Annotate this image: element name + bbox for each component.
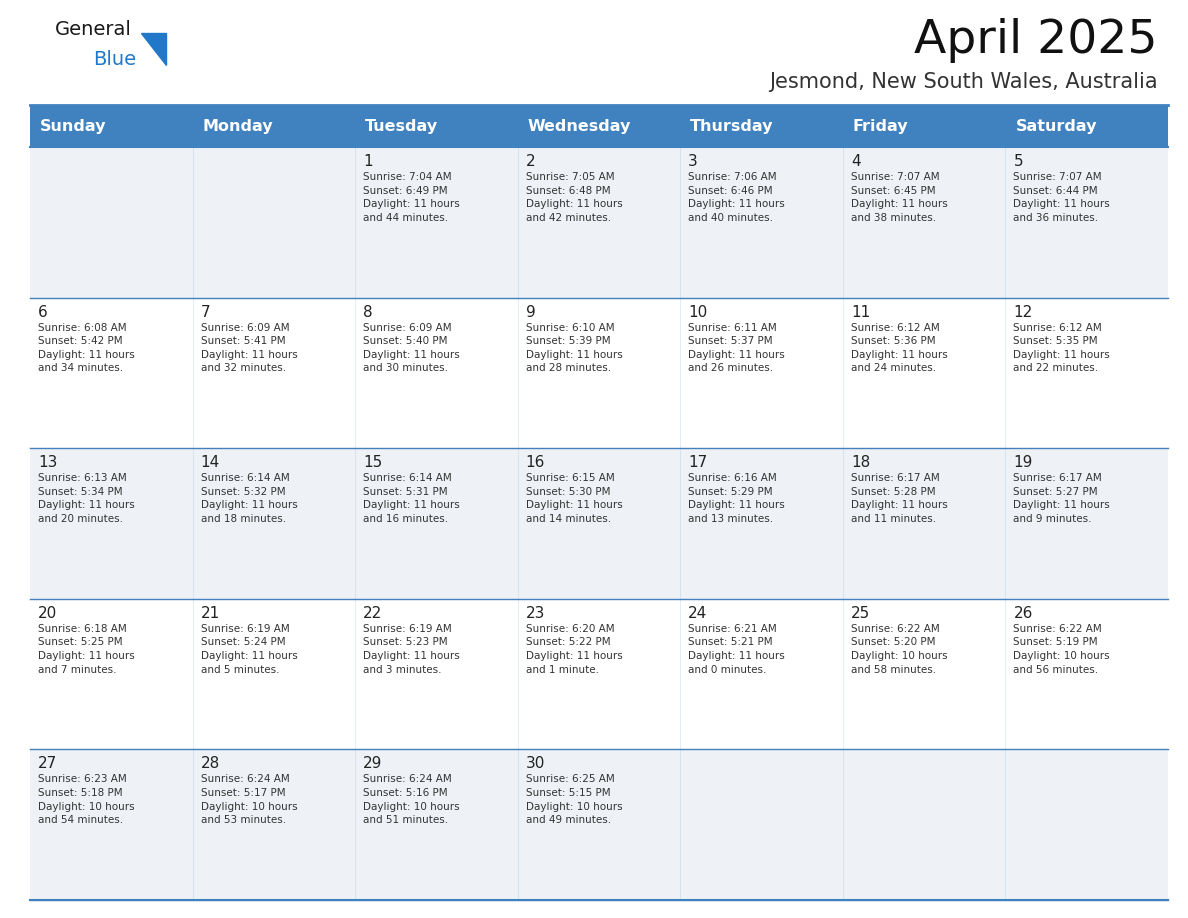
Text: 14: 14 xyxy=(201,455,220,470)
Text: 28: 28 xyxy=(201,756,220,771)
Text: Sunrise: 6:11 AM
Sunset: 5:37 PM
Daylight: 11 hours
and 26 minutes.: Sunrise: 6:11 AM Sunset: 5:37 PM Dayligh… xyxy=(688,322,785,374)
Text: Wednesday: Wednesday xyxy=(527,118,631,133)
Text: Sunrise: 6:10 AM
Sunset: 5:39 PM
Daylight: 11 hours
and 28 minutes.: Sunrise: 6:10 AM Sunset: 5:39 PM Dayligh… xyxy=(526,322,623,374)
Text: Sunrise: 7:06 AM
Sunset: 6:46 PM
Daylight: 11 hours
and 40 minutes.: Sunrise: 7:06 AM Sunset: 6:46 PM Dayligh… xyxy=(688,172,785,223)
Bar xyxy=(30,147,1168,297)
Text: Sunrise: 7:07 AM
Sunset: 6:45 PM
Daylight: 11 hours
and 38 minutes.: Sunrise: 7:07 AM Sunset: 6:45 PM Dayligh… xyxy=(851,172,948,223)
Text: Sunrise: 6:25 AM
Sunset: 5:15 PM
Daylight: 10 hours
and 49 minutes.: Sunrise: 6:25 AM Sunset: 5:15 PM Dayligh… xyxy=(526,775,623,825)
Text: 16: 16 xyxy=(526,455,545,470)
Text: 3: 3 xyxy=(688,154,699,169)
Text: 26: 26 xyxy=(1013,606,1032,621)
Text: 22: 22 xyxy=(364,606,383,621)
Polygon shape xyxy=(141,33,166,65)
Text: Sunrise: 6:21 AM
Sunset: 5:21 PM
Daylight: 11 hours
and 0 minutes.: Sunrise: 6:21 AM Sunset: 5:21 PM Dayligh… xyxy=(688,624,785,675)
Text: 10: 10 xyxy=(688,305,708,319)
Text: 18: 18 xyxy=(851,455,870,470)
Text: Sunrise: 6:17 AM
Sunset: 5:28 PM
Daylight: 11 hours
and 11 minutes.: Sunrise: 6:17 AM Sunset: 5:28 PM Dayligh… xyxy=(851,473,948,524)
Text: Sunrise: 6:14 AM
Sunset: 5:31 PM
Daylight: 11 hours
and 16 minutes.: Sunrise: 6:14 AM Sunset: 5:31 PM Dayligh… xyxy=(364,473,460,524)
Text: Sunrise: 6:09 AM
Sunset: 5:40 PM
Daylight: 11 hours
and 30 minutes.: Sunrise: 6:09 AM Sunset: 5:40 PM Dayligh… xyxy=(364,322,460,374)
Text: Sunrise: 6:20 AM
Sunset: 5:22 PM
Daylight: 11 hours
and 1 minute.: Sunrise: 6:20 AM Sunset: 5:22 PM Dayligh… xyxy=(526,624,623,675)
Text: 23: 23 xyxy=(526,606,545,621)
Text: Sunrise: 6:19 AM
Sunset: 5:24 PM
Daylight: 11 hours
and 5 minutes.: Sunrise: 6:19 AM Sunset: 5:24 PM Dayligh… xyxy=(201,624,297,675)
Bar xyxy=(30,105,1168,147)
Text: 13: 13 xyxy=(38,455,57,470)
Bar xyxy=(30,297,1168,448)
Bar xyxy=(30,448,1168,599)
Text: 12: 12 xyxy=(1013,305,1032,319)
Text: Sunrise: 6:16 AM
Sunset: 5:29 PM
Daylight: 11 hours
and 13 minutes.: Sunrise: 6:16 AM Sunset: 5:29 PM Dayligh… xyxy=(688,473,785,524)
Text: 29: 29 xyxy=(364,756,383,771)
Text: 20: 20 xyxy=(38,606,57,621)
Text: Sunrise: 6:12 AM
Sunset: 5:36 PM
Daylight: 11 hours
and 24 minutes.: Sunrise: 6:12 AM Sunset: 5:36 PM Dayligh… xyxy=(851,322,948,374)
Text: 17: 17 xyxy=(688,455,708,470)
Text: Sunrise: 6:22 AM
Sunset: 5:19 PM
Daylight: 10 hours
and 56 minutes.: Sunrise: 6:22 AM Sunset: 5:19 PM Dayligh… xyxy=(1013,624,1110,675)
Text: Jesmond, New South Wales, Australia: Jesmond, New South Wales, Australia xyxy=(770,72,1158,92)
Text: 15: 15 xyxy=(364,455,383,470)
Text: Sunrise: 6:24 AM
Sunset: 5:16 PM
Daylight: 10 hours
and 51 minutes.: Sunrise: 6:24 AM Sunset: 5:16 PM Dayligh… xyxy=(364,775,460,825)
Text: Sunrise: 6:09 AM
Sunset: 5:41 PM
Daylight: 11 hours
and 32 minutes.: Sunrise: 6:09 AM Sunset: 5:41 PM Dayligh… xyxy=(201,322,297,374)
Text: 11: 11 xyxy=(851,305,870,319)
Text: 6: 6 xyxy=(38,305,48,319)
Text: Sunrise: 6:15 AM
Sunset: 5:30 PM
Daylight: 11 hours
and 14 minutes.: Sunrise: 6:15 AM Sunset: 5:30 PM Dayligh… xyxy=(526,473,623,524)
Text: Sunrise: 6:23 AM
Sunset: 5:18 PM
Daylight: 10 hours
and 54 minutes.: Sunrise: 6:23 AM Sunset: 5:18 PM Dayligh… xyxy=(38,775,134,825)
Text: Sunrise: 6:19 AM
Sunset: 5:23 PM
Daylight: 11 hours
and 3 minutes.: Sunrise: 6:19 AM Sunset: 5:23 PM Dayligh… xyxy=(364,624,460,675)
Text: 21: 21 xyxy=(201,606,220,621)
Text: 4: 4 xyxy=(851,154,860,169)
Text: 30: 30 xyxy=(526,756,545,771)
Text: 5: 5 xyxy=(1013,154,1023,169)
Text: 27: 27 xyxy=(38,756,57,771)
Text: Sunday: Sunday xyxy=(40,118,107,133)
Text: Sunrise: 6:14 AM
Sunset: 5:32 PM
Daylight: 11 hours
and 18 minutes.: Sunrise: 6:14 AM Sunset: 5:32 PM Dayligh… xyxy=(201,473,297,524)
Text: 8: 8 xyxy=(364,305,373,319)
Text: Sunrise: 7:07 AM
Sunset: 6:44 PM
Daylight: 11 hours
and 36 minutes.: Sunrise: 7:07 AM Sunset: 6:44 PM Dayligh… xyxy=(1013,172,1110,223)
Text: General: General xyxy=(55,20,132,39)
Text: 1: 1 xyxy=(364,154,373,169)
Text: Sunrise: 6:22 AM
Sunset: 5:20 PM
Daylight: 10 hours
and 58 minutes.: Sunrise: 6:22 AM Sunset: 5:20 PM Dayligh… xyxy=(851,624,948,675)
Text: 2: 2 xyxy=(526,154,536,169)
Text: Blue: Blue xyxy=(93,50,137,69)
Bar xyxy=(30,749,1168,900)
Text: Friday: Friday xyxy=(853,118,909,133)
Text: 24: 24 xyxy=(688,606,708,621)
Text: Sunrise: 6:12 AM
Sunset: 5:35 PM
Daylight: 11 hours
and 22 minutes.: Sunrise: 6:12 AM Sunset: 5:35 PM Dayligh… xyxy=(1013,322,1110,374)
Text: Sunrise: 7:05 AM
Sunset: 6:48 PM
Daylight: 11 hours
and 42 minutes.: Sunrise: 7:05 AM Sunset: 6:48 PM Dayligh… xyxy=(526,172,623,223)
Text: 7: 7 xyxy=(201,305,210,319)
Text: Monday: Monday xyxy=(203,118,273,133)
Text: 19: 19 xyxy=(1013,455,1032,470)
Text: Tuesday: Tuesday xyxy=(365,118,438,133)
Text: Thursday: Thursday xyxy=(690,118,773,133)
Text: Sunrise: 7:04 AM
Sunset: 6:49 PM
Daylight: 11 hours
and 44 minutes.: Sunrise: 7:04 AM Sunset: 6:49 PM Dayligh… xyxy=(364,172,460,223)
Text: 25: 25 xyxy=(851,606,870,621)
Text: 9: 9 xyxy=(526,305,536,319)
Text: Sunrise: 6:24 AM
Sunset: 5:17 PM
Daylight: 10 hours
and 53 minutes.: Sunrise: 6:24 AM Sunset: 5:17 PM Dayligh… xyxy=(201,775,297,825)
Text: Sunrise: 6:17 AM
Sunset: 5:27 PM
Daylight: 11 hours
and 9 minutes.: Sunrise: 6:17 AM Sunset: 5:27 PM Dayligh… xyxy=(1013,473,1110,524)
Text: April 2025: April 2025 xyxy=(915,18,1158,63)
Text: Saturday: Saturday xyxy=(1016,118,1097,133)
Text: Sunrise: 6:18 AM
Sunset: 5:25 PM
Daylight: 11 hours
and 7 minutes.: Sunrise: 6:18 AM Sunset: 5:25 PM Dayligh… xyxy=(38,624,134,675)
Bar xyxy=(30,599,1168,749)
Text: Sunrise: 6:08 AM
Sunset: 5:42 PM
Daylight: 11 hours
and 34 minutes.: Sunrise: 6:08 AM Sunset: 5:42 PM Dayligh… xyxy=(38,322,134,374)
Text: Sunrise: 6:13 AM
Sunset: 5:34 PM
Daylight: 11 hours
and 20 minutes.: Sunrise: 6:13 AM Sunset: 5:34 PM Dayligh… xyxy=(38,473,134,524)
